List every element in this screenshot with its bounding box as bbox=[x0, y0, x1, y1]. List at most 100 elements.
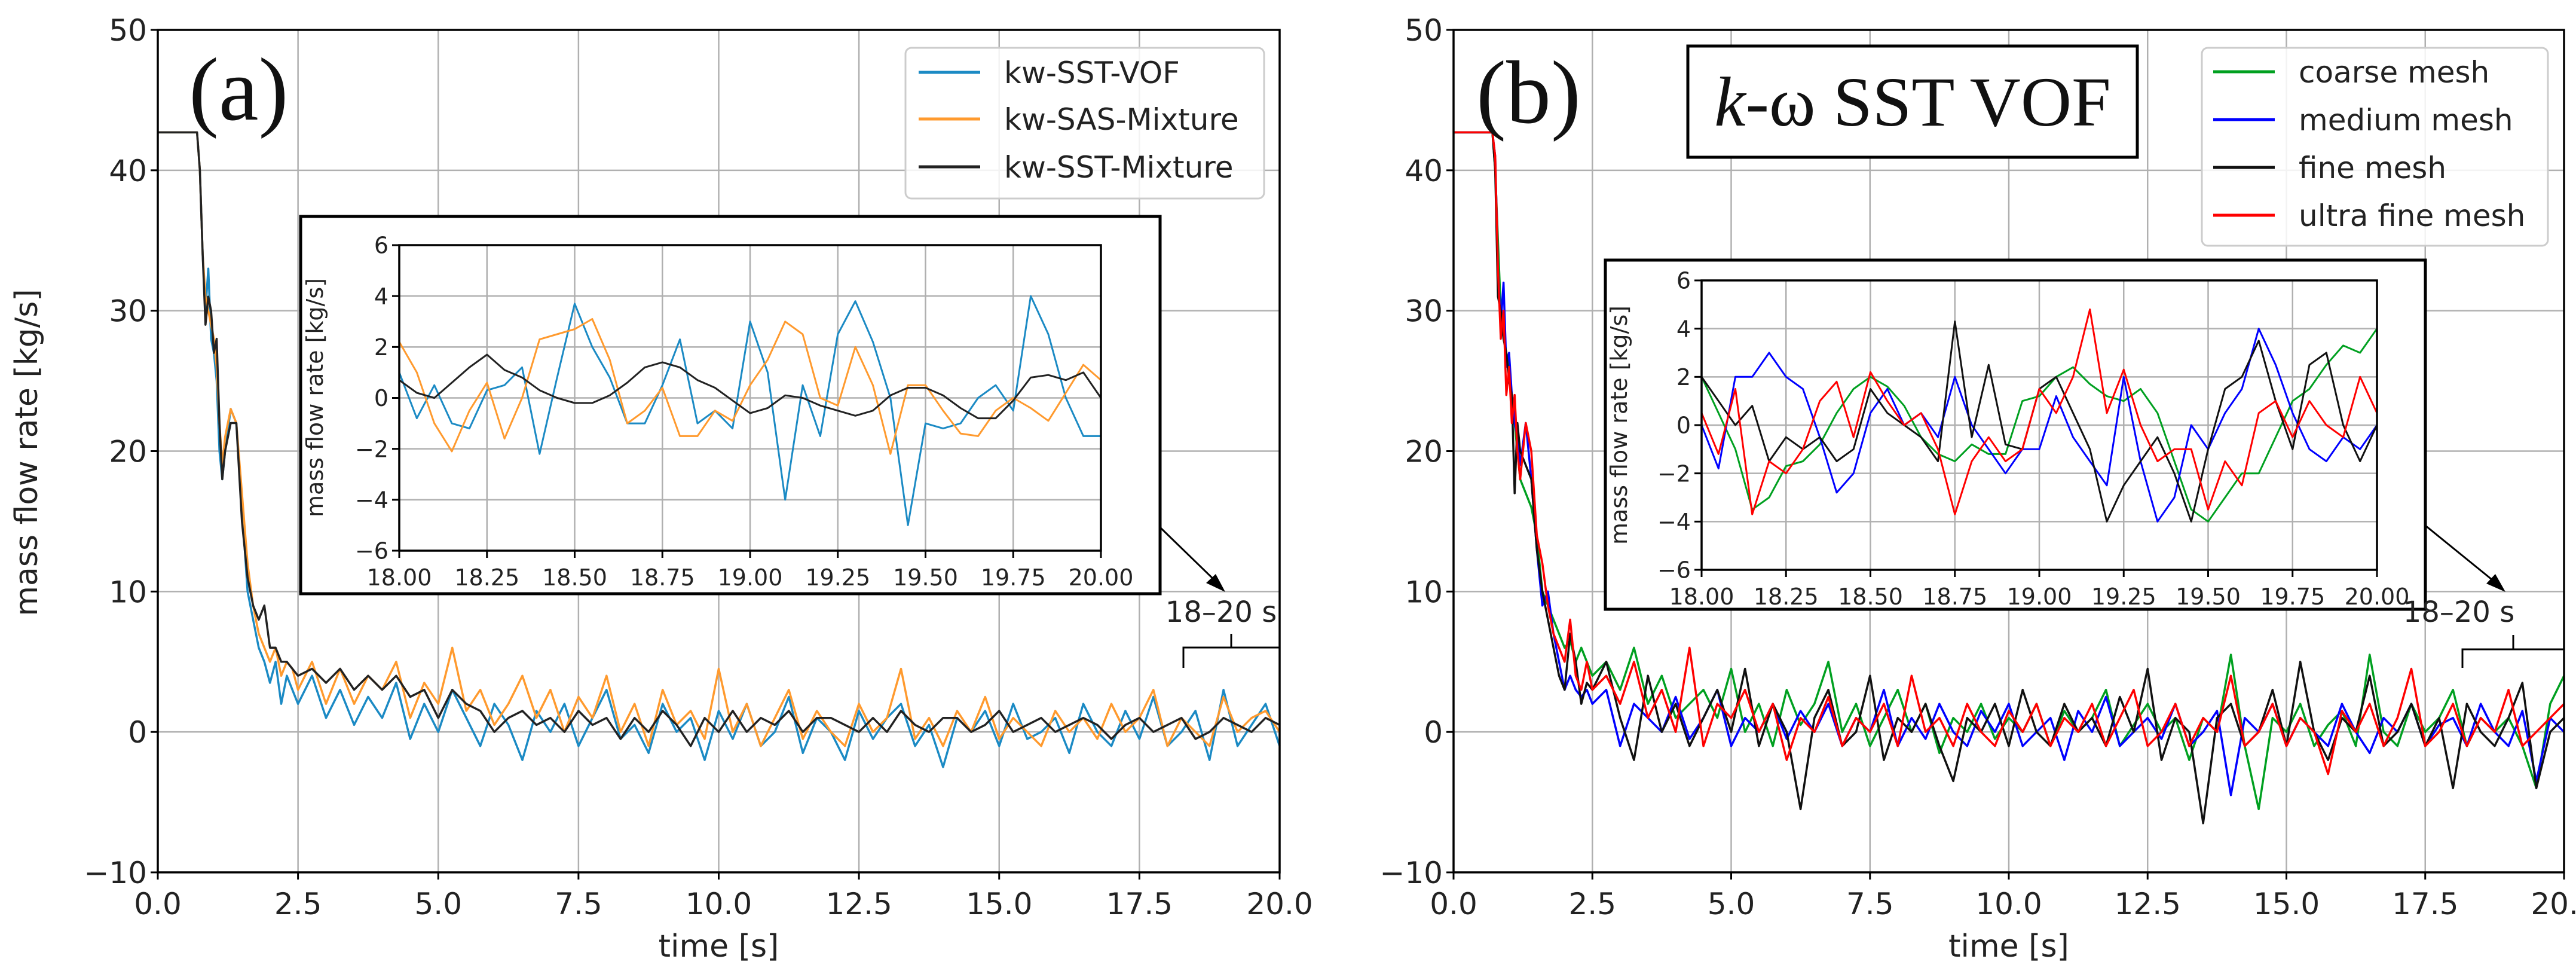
y-axis-label: mass flow rate [kg/s] bbox=[1606, 306, 1632, 545]
y-tick-label: 50 bbox=[1405, 13, 1443, 48]
series-line-ultra-fine-mesh bbox=[1454, 131, 2565, 775]
series-line-kw-sst-vof bbox=[398, 295, 1101, 526]
panel-b-zoom-note: 18–20 s bbox=[2403, 596, 2514, 629]
y-tick-label: 40 bbox=[109, 154, 147, 188]
x-tick-label: 20.0 bbox=[1246, 887, 1313, 921]
x-tick-label: 19.25 bbox=[2091, 584, 2156, 610]
y-tick-label: 30 bbox=[1405, 294, 1443, 329]
x-tick-label: 10.0 bbox=[1975, 887, 2042, 921]
y-tick-label: 6 bbox=[374, 233, 388, 259]
y-tick-label: 0 bbox=[374, 385, 388, 411]
y-tick-label: 10 bbox=[109, 575, 147, 609]
x-tick-label: 15.0 bbox=[2253, 887, 2320, 921]
y-tick-label: 0 bbox=[1676, 413, 1691, 439]
y-tick-label: −2 bbox=[355, 436, 388, 462]
panel-b-title: k-ω SST VOF bbox=[1714, 63, 2110, 141]
panel-a-inset-frame bbox=[299, 215, 1162, 596]
x-tick-label: 18.50 bbox=[542, 564, 607, 591]
x-tick-label: 19.00 bbox=[718, 564, 783, 591]
x-tick-label: 19.75 bbox=[981, 564, 1046, 591]
axes-frame bbox=[157, 29, 1281, 874]
panel-b-title-k: k bbox=[1714, 63, 1747, 141]
x-tick-label: 18.75 bbox=[1922, 584, 1987, 610]
y-tick-label: 2 bbox=[1676, 364, 1691, 390]
y-axis-label: mass flow rate [kg/s] bbox=[9, 289, 45, 616]
series-line-fine-mesh bbox=[1454, 131, 2565, 825]
legend-frame bbox=[2201, 47, 2549, 247]
panel-a-inset-axes: 18.00 18.25 18.50 18.75 19.00 19.25 19.50 19.75… bbox=[302, 233, 1133, 591]
x-tick-label: 10.0 bbox=[686, 887, 752, 921]
y-axis-label: mass flow rate [kg/s] bbox=[302, 278, 328, 517]
x-tick-label: 19.50 bbox=[2176, 584, 2241, 610]
series-line-kw-sst-mixture bbox=[399, 353, 1102, 420]
y-tick-label: 0 bbox=[1424, 715, 1443, 750]
x-tick-label: 5.0 bbox=[414, 887, 462, 921]
x-tick-label: 7.5 bbox=[555, 887, 602, 921]
legend-label: kw-SST-VOF bbox=[1004, 56, 1180, 90]
series-line-ultra-fine-mesh bbox=[1700, 308, 2378, 515]
x-axis-label: time [s] bbox=[1948, 929, 2069, 964]
y-tick-label: 10 bbox=[1405, 575, 1443, 609]
legend-label: coarse mesh bbox=[2299, 55, 2489, 90]
legend-label: fine mesh bbox=[2299, 151, 2446, 185]
x-tick-label: 2.5 bbox=[274, 887, 322, 921]
x-tick-label: 12.5 bbox=[825, 887, 892, 921]
x-tick-label: 19.25 bbox=[805, 564, 870, 591]
y-tick-label: 6 bbox=[1676, 268, 1691, 294]
x-tick-label: 20.00 bbox=[2345, 584, 2410, 610]
x-tick-label: 15.0 bbox=[966, 887, 1032, 921]
panel-b-zoom-bracket bbox=[2461, 635, 2564, 668]
x-tick-label: 19.75 bbox=[2260, 584, 2325, 610]
y-tick-label: 50 bbox=[109, 13, 147, 48]
panel-a-zoom-bracket bbox=[1182, 634, 1280, 668]
x-tick-label: 17.5 bbox=[1106, 887, 1173, 921]
series-line-kw-sst-mixture bbox=[158, 131, 1280, 747]
y-tick-label: 20 bbox=[1405, 435, 1443, 469]
x-tick-label: 18.50 bbox=[1838, 584, 1903, 610]
y-tick-label: 20 bbox=[109, 435, 147, 469]
axes-frame bbox=[398, 244, 1102, 552]
y-tick-label: −10 bbox=[84, 856, 147, 890]
x-tick-label: 7.5 bbox=[1846, 887, 1894, 921]
x-tick-label: 19.00 bbox=[2007, 584, 2072, 610]
series-line-kw-sas-mixture bbox=[398, 318, 1102, 455]
y-tick-label: −2 bbox=[1657, 460, 1691, 487]
y-tick-label: 30 bbox=[109, 294, 147, 329]
series-line-medium-mesh bbox=[1700, 328, 2378, 523]
panel-b-legend: coarse mesh medium mesh fine mesh ultra fin… bbox=[2201, 47, 2549, 247]
y-tick-label: −10 bbox=[1379, 856, 1443, 890]
y-tick-label: 4 bbox=[1676, 316, 1691, 342]
panel-b-title-rest: -ω SST VOF bbox=[1746, 63, 2111, 141]
panel-a-zoom-arrow bbox=[1159, 526, 1225, 592]
x-tick-label: 2.5 bbox=[1568, 887, 1616, 921]
x-tick-label: 5.0 bbox=[1708, 887, 1755, 921]
panel-b-inset-axes: 18.00 18.25 18.50 18.75 19.00 19.25 19.50 19.75… bbox=[1606, 268, 2409, 610]
panel-a-legend: kw-SST-VOF kw-SAS-Mixture kw-SST-Mixture bbox=[904, 47, 1265, 200]
y-tick-label: 4 bbox=[374, 283, 388, 310]
axes-frame bbox=[1452, 29, 2565, 874]
y-tick-label: 0 bbox=[128, 715, 147, 750]
x-tick-label: 18.00 bbox=[1669, 584, 1734, 610]
legend-label: ultra fine mesh bbox=[2299, 199, 2525, 233]
x-tick-label: 0.0 bbox=[134, 887, 182, 921]
legend-label: kw-SAS-Mixture bbox=[1004, 102, 1239, 137]
y-tick-label: −4 bbox=[1657, 509, 1691, 535]
panel-a-label: (a) bbox=[189, 40, 288, 139]
legend-label: kw-SST-Mixture bbox=[1004, 150, 1234, 185]
x-tick-label: 19.50 bbox=[893, 564, 958, 591]
x-tick-label: 12.5 bbox=[2115, 887, 2181, 921]
legend-label: medium mesh bbox=[2299, 103, 2513, 138]
panel-b-zoom-arrow bbox=[2425, 524, 2505, 592]
x-axis-label: time [s] bbox=[659, 929, 779, 964]
panel-b-main-axes: 0.02.55.07.510.012.515.017.520.0−1001020… bbox=[1379, 13, 2576, 964]
y-tick-label: −4 bbox=[355, 487, 388, 514]
y-tick-label: −6 bbox=[1657, 557, 1691, 584]
panel-b-title-box bbox=[1686, 44, 2139, 159]
x-tick-label: 20.00 bbox=[1069, 564, 1134, 591]
x-tick-label: 18.25 bbox=[1754, 584, 1819, 610]
panel-a-zoom-note: 18–20 s bbox=[1165, 596, 1277, 629]
y-tick-label: 40 bbox=[1405, 154, 1443, 188]
x-tick-label: 0.0 bbox=[1430, 887, 1477, 921]
series-line-coarse-mesh bbox=[1700, 328, 2378, 523]
x-tick-label: 18.75 bbox=[630, 564, 695, 591]
